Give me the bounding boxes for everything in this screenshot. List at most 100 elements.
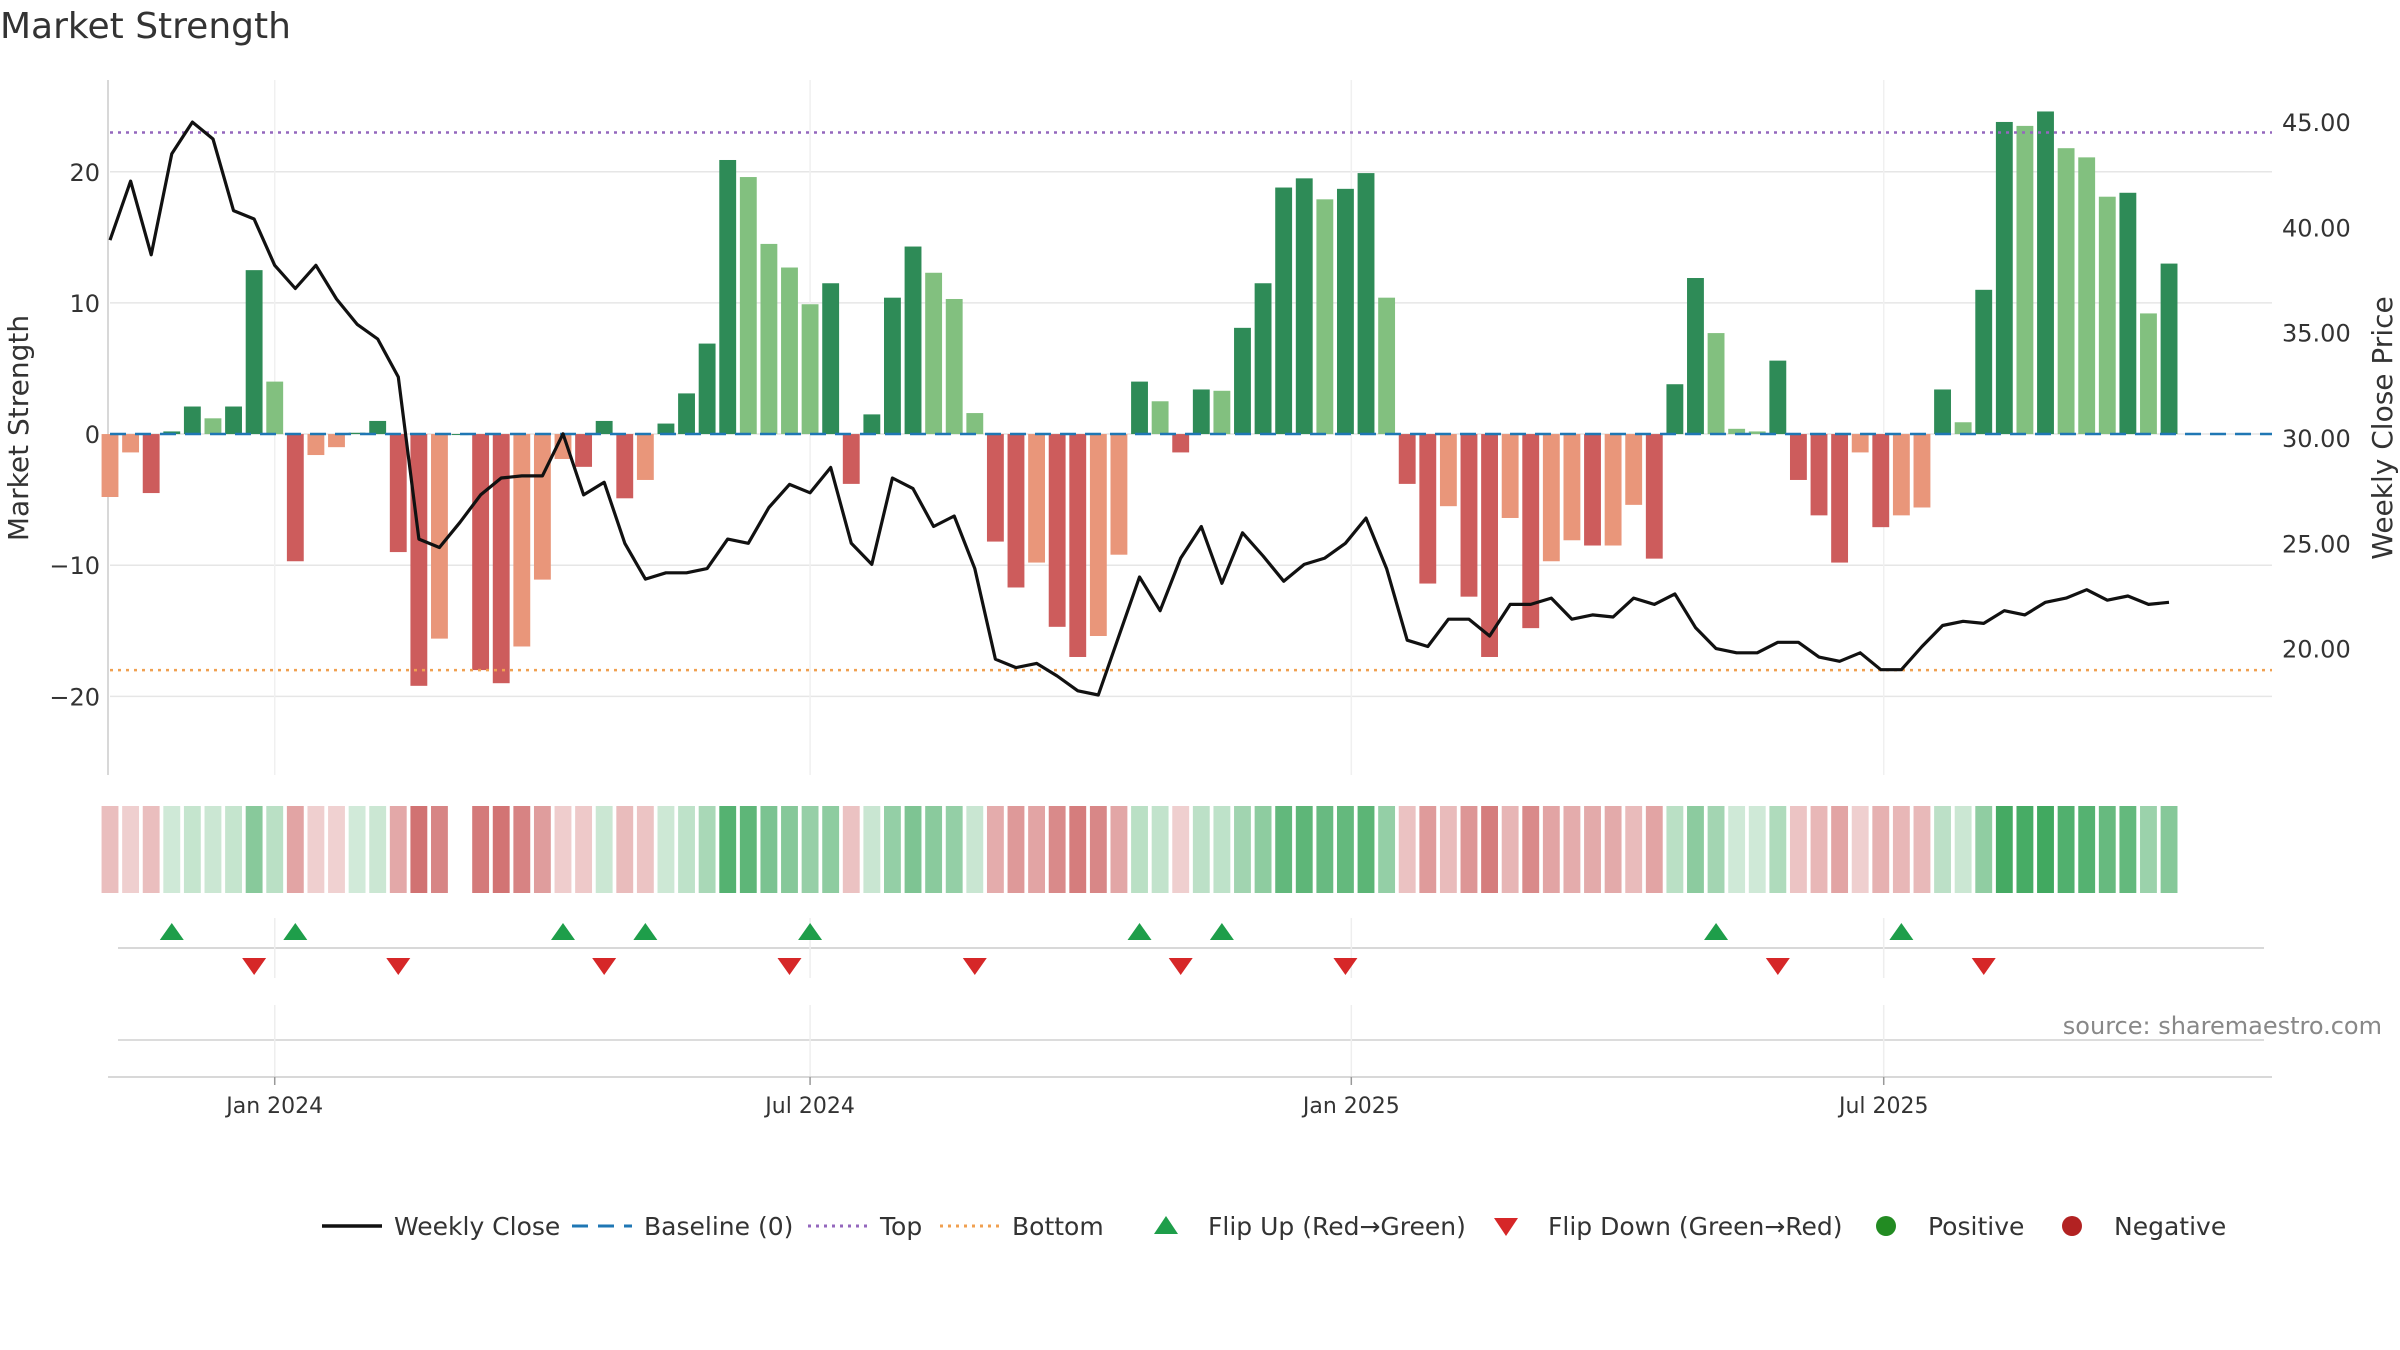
strength-bar: [1398, 434, 1416, 484]
strength-bar: [431, 434, 448, 639]
y-tick-label: 20: [69, 159, 100, 187]
flip-up-marker: [1209, 923, 1234, 940]
heat-cell: [1645, 806, 1663, 893]
strength-bar: [1810, 434, 1828, 516]
strength-bar: [842, 434, 860, 484]
legend-label: Flip Up (Red→Green): [1208, 1212, 1466, 1241]
flip-up-marker: [283, 923, 308, 940]
strength-bar: [101, 434, 119, 497]
legend-item: Weekly Close: [322, 1212, 560, 1241]
heat-cell: [1460, 806, 1478, 893]
legend-item: Bottom: [940, 1212, 1104, 1241]
flip-down-marker: [592, 958, 617, 975]
strength-bar: [1439, 434, 1457, 507]
heat-cell: [369, 806, 387, 893]
heat-cell: [142, 806, 160, 893]
strength-bar: [1069, 434, 1087, 657]
legend-item: Negative: [2062, 1212, 2226, 1241]
flip-up-marker: [550, 923, 575, 940]
y2-axis-label: Weekly Close Price: [2366, 296, 2399, 559]
heat-cell: [101, 806, 119, 893]
heat-cell: [1666, 806, 1684, 893]
strength-bar: [513, 434, 531, 647]
strength-bar: [2140, 313, 2157, 435]
strength-bar: [1604, 434, 1622, 546]
heat-cell: [966, 806, 984, 893]
heat-cell: [1707, 806, 1725, 893]
strength-bar: [1645, 434, 1663, 559]
strength-bar: [1048, 434, 1066, 627]
heat-cell: [1336, 806, 1354, 893]
heat-cell: [1604, 806, 1622, 893]
heat-cell: [1872, 806, 1890, 893]
heat-cell: [657, 806, 675, 893]
strength-bar: [925, 272, 943, 435]
heat-cell: [1892, 806, 1910, 893]
heat-cell: [307, 806, 325, 893]
strength-bar: [1563, 434, 1581, 541]
strength-bar: [1110, 434, 1128, 555]
strength-bar: [163, 431, 181, 435]
strength-bar: [966, 413, 984, 435]
legend-item: Flip Up (Red→Green): [1154, 1212, 1466, 1241]
strength-bar: [781, 267, 798, 435]
strength-bar: [286, 434, 304, 562]
heat-cell: [225, 806, 242, 893]
legend-item: Baseline (0): [572, 1212, 793, 1241]
heat-cell: [472, 806, 490, 893]
flip-markers: [118, 918, 2264, 1077]
heat-cell: [1089, 806, 1107, 893]
heat-cell: [1584, 806, 1601, 893]
strength-bar: [678, 393, 695, 435]
flip-down-marker: [1765, 958, 1790, 975]
x-tick-label: Jan 2024: [224, 1094, 323, 1119]
heat-cell: [1213, 806, 1231, 893]
strength-bar: [986, 434, 1004, 542]
flip-down-marker: [386, 958, 411, 975]
strength-bar: [2078, 157, 2096, 435]
strength-bar: [1954, 422, 1972, 435]
flip-up-marker: [1127, 923, 1152, 940]
heat-cell: [698, 806, 716, 893]
price-series: [108, 120, 2170, 697]
strength-bar: [739, 177, 757, 435]
legend-item: Flip Down (Green→Red): [1494, 1212, 1843, 1241]
strength-bar: [719, 159, 737, 435]
heat-cell: [1542, 806, 1560, 893]
heat-cell: [1275, 806, 1293, 893]
strength-bar: [1892, 434, 1910, 516]
heat-cell: [986, 806, 1004, 893]
heat-cell: [266, 806, 284, 893]
heat-cell: [328, 806, 345, 893]
strength-bar: [307, 434, 325, 456]
strength-bar: [1625, 434, 1643, 505]
heat-cell: [1295, 806, 1313, 893]
strength-bar: [1789, 434, 1807, 480]
heat-cell: [719, 806, 737, 893]
strength-bar: [1254, 283, 1272, 435]
flip-down-marker: [962, 958, 987, 975]
heat-cell: [554, 806, 572, 893]
flip-up-marker: [633, 923, 658, 940]
strength-bar: [1151, 401, 1169, 435]
legend-swatch: [1494, 1218, 1518, 1236]
legend-label: Positive: [1928, 1212, 2024, 1241]
strength-bar: [1378, 297, 1396, 435]
strength-bar: [1131, 381, 1148, 435]
flip-up-marker: [1889, 923, 1914, 940]
heat-cell: [1501, 806, 1519, 893]
heat-cell: [863, 806, 881, 893]
strength-bar: [266, 381, 284, 435]
heat-cell: [1522, 806, 1540, 893]
strength-bar: [492, 434, 510, 684]
y-tick-label: 10: [69, 290, 100, 318]
heat-cell: [1378, 806, 1396, 893]
heat-cell: [1439, 806, 1457, 893]
strength-bar: [1666, 384, 1684, 435]
heat-cell: [1007, 806, 1025, 893]
heat-cell: [2098, 806, 2116, 893]
strength-bar: [1522, 434, 1540, 629]
strength-bar: [2016, 125, 2034, 435]
strength-bar: [2037, 111, 2054, 435]
source-credit: source: sharemaestro.com: [2062, 1012, 2382, 1040]
